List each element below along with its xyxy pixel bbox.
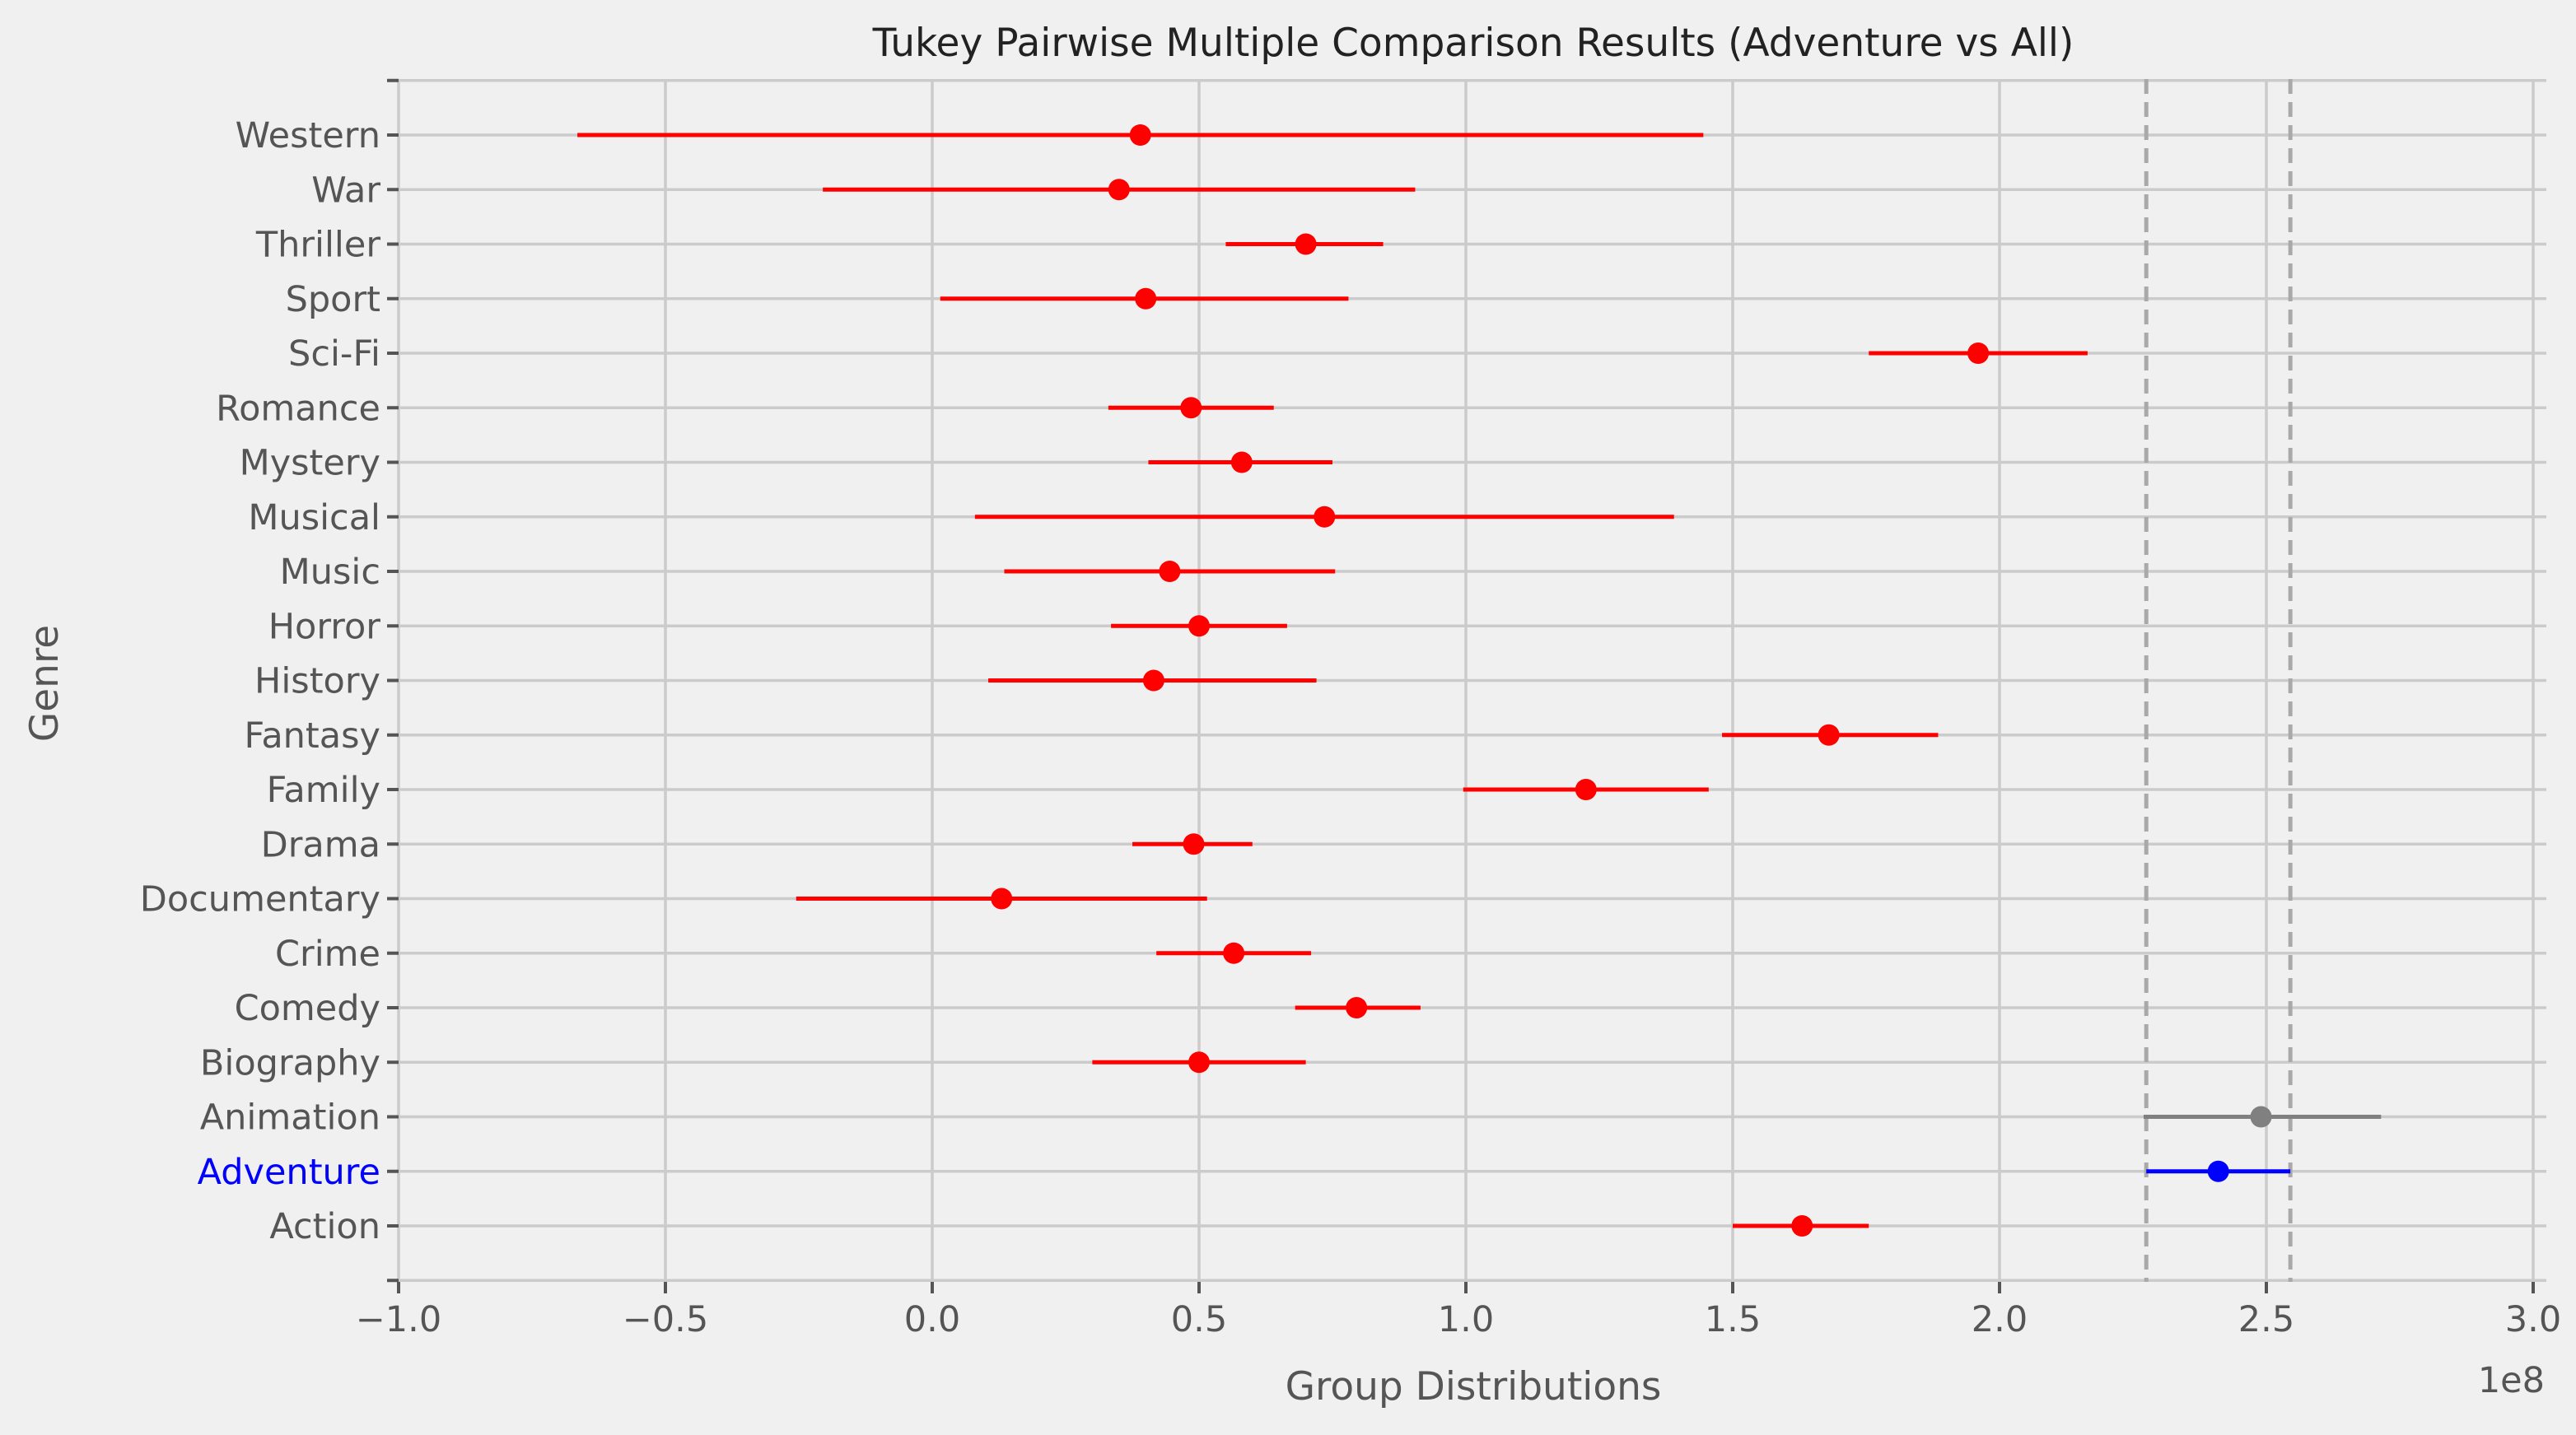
group-mean-point bbox=[1295, 233, 1317, 255]
y-tick-label: Music bbox=[280, 552, 380, 593]
group-mean-point bbox=[1223, 942, 1245, 964]
group-mean-point bbox=[1575, 779, 1597, 800]
y-tick-label: Sport bbox=[286, 279, 380, 320]
x-tick-label: 0.5 bbox=[1171, 1299, 1227, 1340]
group-mean-point bbox=[1142, 669, 1164, 692]
y-tick-label: Sci-Fi bbox=[288, 333, 380, 375]
group-mean-point bbox=[1188, 1051, 1210, 1074]
y-tick-label: Romance bbox=[216, 388, 380, 429]
reference-lines bbox=[2144, 79, 2293, 1282]
grid-layer bbox=[397, 79, 2546, 1282]
y-tick-label: Horror bbox=[268, 606, 381, 647]
y-tick-label: History bbox=[254, 661, 380, 702]
group-mean-point bbox=[1818, 724, 1840, 746]
y-tick-label: Crime bbox=[275, 934, 380, 975]
group-mean-point bbox=[1108, 179, 1130, 201]
y-tick-label: Animation bbox=[200, 1097, 380, 1139]
y-tick-label: Action bbox=[269, 1206, 380, 1247]
data-layer bbox=[577, 124, 2382, 1237]
group-mean-point bbox=[1135, 287, 1157, 310]
y-axis-label: Genre bbox=[22, 625, 68, 742]
group-mean-point bbox=[1346, 997, 1368, 1018]
group-mean-point bbox=[1314, 506, 1336, 528]
x-tick-label: 1.5 bbox=[1705, 1299, 1761, 1340]
x-tick-label: −0.5 bbox=[623, 1299, 708, 1340]
axis-layer: −1.0 −0.5 0.0 0.5 1.0 1.5 2.0 2.5 3.0 Action Adven… bbox=[140, 78, 2561, 1340]
group-mean-point bbox=[1183, 833, 1205, 855]
y-tick-label: Drama bbox=[261, 824, 380, 865]
y-tick-label: Adventure bbox=[198, 1152, 380, 1193]
group-mean-point bbox=[1967, 342, 1990, 364]
y-tick-label: Documentary bbox=[140, 879, 380, 920]
group-mean-point bbox=[1230, 451, 1253, 473]
y-tick-label: War bbox=[311, 170, 380, 211]
y-tick-label: Musical bbox=[248, 497, 380, 538]
x-tick-label: 2.0 bbox=[1972, 1299, 2028, 1340]
x-tick-label: 2.5 bbox=[2238, 1299, 2294, 1340]
x-tick-label: 3.0 bbox=[2505, 1299, 2561, 1340]
x-tick-label: 0.0 bbox=[904, 1299, 960, 1340]
y-tick-label: Biography bbox=[200, 1042, 380, 1083]
y-tick-label: Thriller bbox=[255, 225, 380, 266]
x-tick-label: −1.0 bbox=[356, 1299, 441, 1340]
y-tick-label: Family bbox=[267, 770, 380, 811]
group-mean-point bbox=[991, 888, 1013, 910]
group-mean-point bbox=[2250, 1106, 2272, 1128]
y-tick-label: Fantasy bbox=[245, 715, 380, 757]
y-tick-label: Mystery bbox=[240, 443, 380, 484]
group-mean-point bbox=[1129, 124, 1151, 146]
y-tick-label: Comedy bbox=[235, 988, 380, 1029]
group-mean-point bbox=[1159, 561, 1181, 582]
x-axis-offset-label: 1e8 bbox=[2478, 1360, 2545, 1401]
group-mean-point bbox=[1180, 397, 1202, 419]
group-mean-point bbox=[2207, 1160, 2229, 1182]
group-mean-point bbox=[1791, 1215, 1813, 1237]
y-tick-label: Western bbox=[236, 115, 380, 156]
chart-title: Tukey Pairwise Multiple Comparison Resul… bbox=[872, 21, 2074, 66]
x-tick-label: 1.0 bbox=[1438, 1299, 1494, 1340]
group-mean-point bbox=[1188, 615, 1210, 637]
x-axis-label: Group Distributions bbox=[1286, 1364, 1662, 1409]
